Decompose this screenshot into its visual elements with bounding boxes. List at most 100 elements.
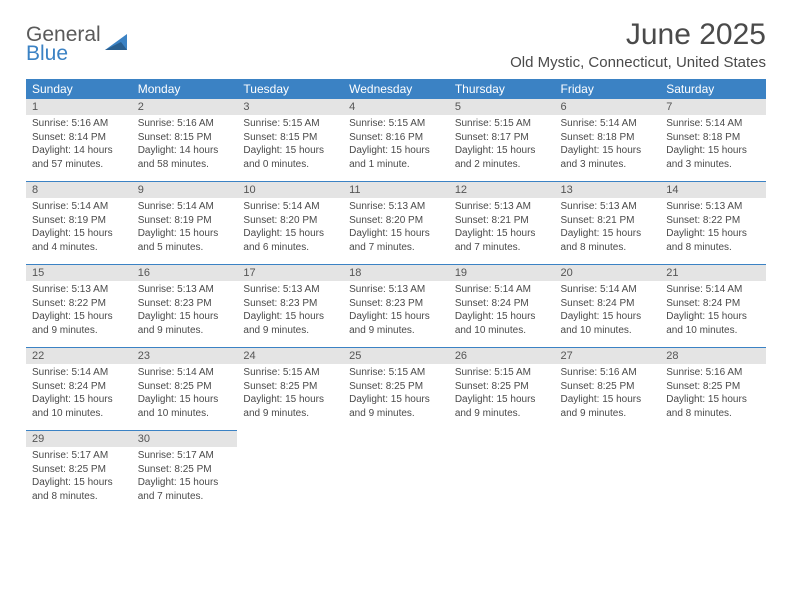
sunset-text: Sunset: 8:18 PM	[666, 131, 760, 145]
day-number: 23	[132, 347, 238, 364]
day-number: 30	[132, 430, 238, 447]
day-header: Monday	[132, 79, 238, 99]
day-cell: Sunrise: 5:15 AMSunset: 8:15 PMDaylight:…	[237, 115, 343, 181]
sunset-text: Sunset: 8:25 PM	[32, 463, 126, 477]
day-number: 27	[555, 347, 661, 364]
day-cell: Sunrise: 5:13 AMSunset: 8:22 PMDaylight:…	[26, 281, 132, 347]
daylight-text: Daylight: 15 hours and 4 minutes.	[32, 227, 126, 254]
day-number	[555, 430, 661, 447]
sunset-text: Sunset: 8:22 PM	[666, 214, 760, 228]
title-location: Old Mystic, Connecticut, United States	[510, 54, 766, 71]
sunset-text: Sunset: 8:25 PM	[561, 380, 655, 394]
daylight-text: Daylight: 15 hours and 3 minutes.	[666, 144, 760, 171]
day-number	[343, 430, 449, 447]
sunrise-text: Sunrise: 5:14 AM	[666, 283, 760, 297]
sunset-text: Sunset: 8:25 PM	[455, 380, 549, 394]
sunrise-text: Sunrise: 5:14 AM	[561, 117, 655, 131]
day-header-row: Sunday Monday Tuesday Wednesday Thursday…	[26, 79, 766, 99]
sunrise-text: Sunrise: 5:13 AM	[455, 200, 549, 214]
day-cell: Sunrise: 5:15 AMSunset: 8:25 PMDaylight:…	[343, 364, 449, 430]
day-number-row: 22232425262728	[26, 347, 766, 364]
sunset-text: Sunset: 8:22 PM	[32, 297, 126, 311]
day-number: 21	[660, 264, 766, 281]
sunrise-text: Sunrise: 5:16 AM	[666, 366, 760, 380]
sunset-text: Sunset: 8:15 PM	[138, 131, 232, 145]
sunrise-text: Sunrise: 5:14 AM	[138, 200, 232, 214]
day-cell	[343, 447, 449, 513]
day-cell: Sunrise: 5:17 AMSunset: 8:25 PMDaylight:…	[132, 447, 238, 513]
daylight-text: Daylight: 14 hours and 57 minutes.	[32, 144, 126, 171]
day-cell: Sunrise: 5:14 AMSunset: 8:24 PMDaylight:…	[660, 281, 766, 347]
sunset-text: Sunset: 8:23 PM	[349, 297, 443, 311]
sunset-text: Sunset: 8:23 PM	[243, 297, 337, 311]
sunrise-text: Sunrise: 5:13 AM	[32, 283, 126, 297]
sunrise-text: Sunrise: 5:13 AM	[349, 200, 443, 214]
sunset-text: Sunset: 8:24 PM	[455, 297, 549, 311]
day-number	[237, 430, 343, 447]
day-number	[449, 430, 555, 447]
sunset-text: Sunset: 8:25 PM	[138, 463, 232, 477]
daylight-text: Daylight: 15 hours and 10 minutes.	[666, 310, 760, 337]
daylight-text: Daylight: 15 hours and 8 minutes.	[561, 227, 655, 254]
day-header: Tuesday	[237, 79, 343, 99]
day-number: 9	[132, 181, 238, 198]
day-number: 3	[237, 99, 343, 115]
sunset-text: Sunset: 8:21 PM	[561, 214, 655, 228]
sunrise-text: Sunrise: 5:13 AM	[243, 283, 337, 297]
day-cell: Sunrise: 5:14 AMSunset: 8:24 PMDaylight:…	[449, 281, 555, 347]
day-body-row: Sunrise: 5:14 AMSunset: 8:24 PMDaylight:…	[26, 364, 766, 430]
sunrise-text: Sunrise: 5:14 AM	[561, 283, 655, 297]
day-number: 15	[26, 264, 132, 281]
sunset-text: Sunset: 8:16 PM	[349, 131, 443, 145]
day-cell: Sunrise: 5:16 AMSunset: 8:15 PMDaylight:…	[132, 115, 238, 181]
logo-text: General Blue	[26, 24, 101, 64]
day-number: 7	[660, 99, 766, 115]
logo-triangle-icon	[105, 32, 131, 57]
day-number-row: 2930	[26, 430, 766, 447]
logo: General Blue	[26, 24, 131, 64]
sunrise-text: Sunrise: 5:15 AM	[455, 117, 549, 131]
day-cell: Sunrise: 5:13 AMSunset: 8:23 PMDaylight:…	[343, 281, 449, 347]
daylight-text: Daylight: 15 hours and 9 minutes.	[243, 393, 337, 420]
daylight-text: Daylight: 15 hours and 0 minutes.	[243, 144, 337, 171]
day-number: 10	[237, 181, 343, 198]
sunrise-text: Sunrise: 5:17 AM	[138, 449, 232, 463]
day-number: 2	[132, 99, 238, 115]
sunset-text: Sunset: 8:18 PM	[561, 131, 655, 145]
day-cell: Sunrise: 5:13 AMSunset: 8:20 PMDaylight:…	[343, 198, 449, 264]
daylight-text: Daylight: 15 hours and 6 minutes.	[243, 227, 337, 254]
daylight-text: Daylight: 15 hours and 9 minutes.	[138, 310, 232, 337]
day-cell	[555, 447, 661, 513]
day-cell	[449, 447, 555, 513]
day-number: 18	[343, 264, 449, 281]
day-cell: Sunrise: 5:14 AMSunset: 8:19 PMDaylight:…	[132, 198, 238, 264]
sunset-text: Sunset: 8:24 PM	[561, 297, 655, 311]
day-cell: Sunrise: 5:16 AMSunset: 8:14 PMDaylight:…	[26, 115, 132, 181]
sunrise-text: Sunrise: 5:16 AM	[138, 117, 232, 131]
day-cell: Sunrise: 5:15 AMSunset: 8:25 PMDaylight:…	[449, 364, 555, 430]
sunrise-text: Sunrise: 5:13 AM	[138, 283, 232, 297]
daylight-text: Daylight: 15 hours and 9 minutes.	[243, 310, 337, 337]
day-number: 6	[555, 99, 661, 115]
daylight-text: Daylight: 15 hours and 8 minutes.	[666, 393, 760, 420]
daylight-text: Daylight: 15 hours and 2 minutes.	[455, 144, 549, 171]
sunset-text: Sunset: 8:25 PM	[666, 380, 760, 394]
day-header: Thursday	[449, 79, 555, 99]
daylight-text: Daylight: 15 hours and 8 minutes.	[32, 476, 126, 503]
sunrise-text: Sunrise: 5:14 AM	[32, 366, 126, 380]
sunset-text: Sunset: 8:15 PM	[243, 131, 337, 145]
day-cell: Sunrise: 5:14 AMSunset: 8:18 PMDaylight:…	[555, 115, 661, 181]
header: General Blue June 2025 Old Mystic, Conne…	[26, 18, 766, 71]
sunrise-text: Sunrise: 5:14 AM	[666, 117, 760, 131]
day-cell: Sunrise: 5:14 AMSunset: 8:19 PMDaylight:…	[26, 198, 132, 264]
day-header: Sunday	[26, 79, 132, 99]
daylight-text: Daylight: 15 hours and 9 minutes.	[32, 310, 126, 337]
title-block: June 2025 Old Mystic, Connecticut, Unite…	[510, 18, 766, 71]
day-number: 4	[343, 99, 449, 115]
sunset-text: Sunset: 8:20 PM	[349, 214, 443, 228]
sunset-text: Sunset: 8:19 PM	[138, 214, 232, 228]
day-cell: Sunrise: 5:17 AMSunset: 8:25 PMDaylight:…	[26, 447, 132, 513]
sunrise-text: Sunrise: 5:16 AM	[561, 366, 655, 380]
day-number: 12	[449, 181, 555, 198]
sunrise-text: Sunrise: 5:14 AM	[243, 200, 337, 214]
